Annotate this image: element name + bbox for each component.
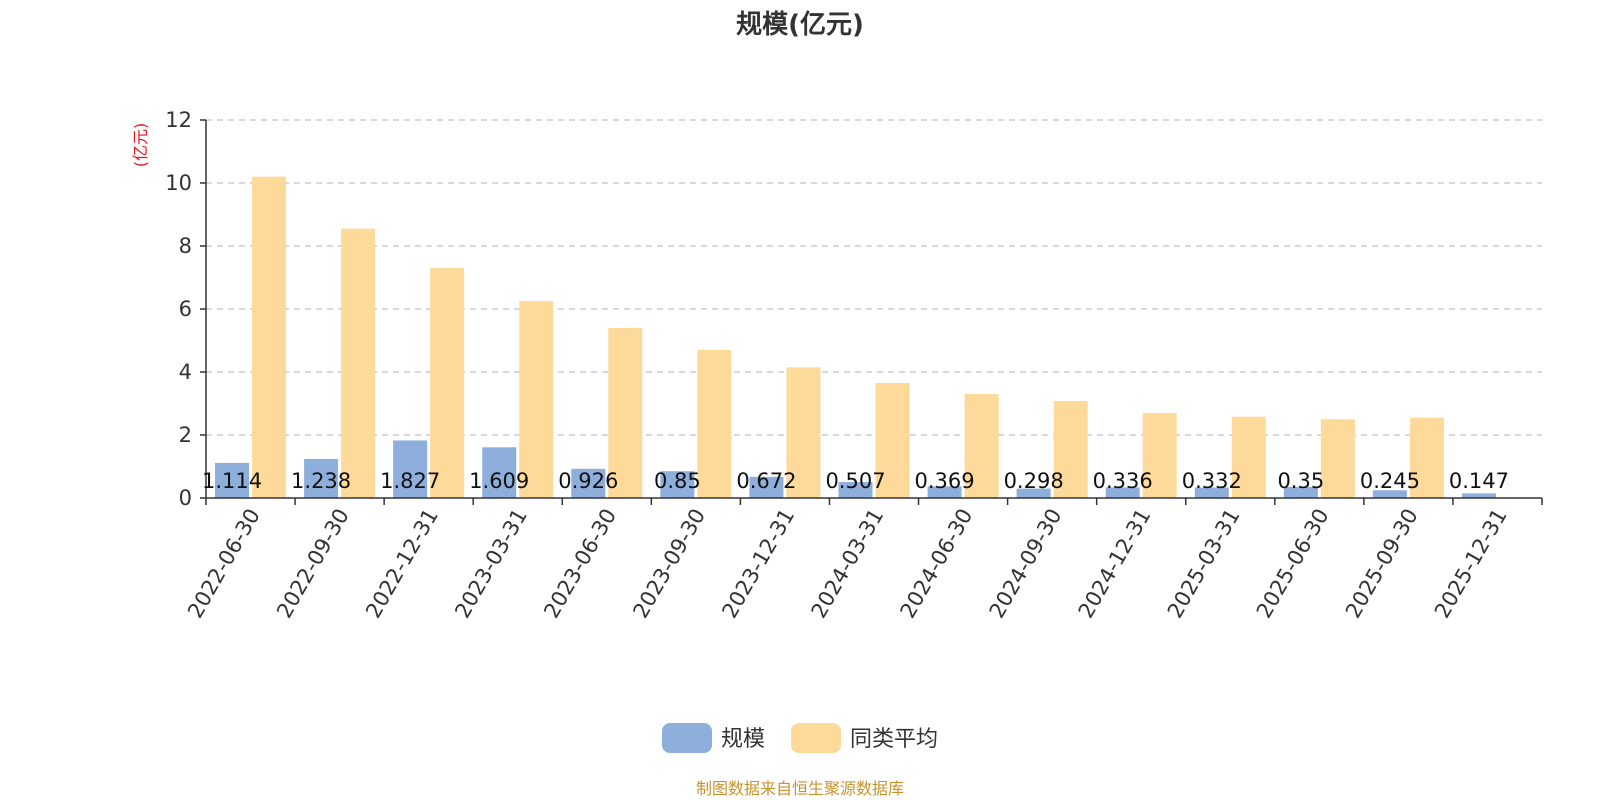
bars <box>215 176 1496 499</box>
data-label: 0.245 <box>1360 469 1420 493</box>
bar-series-2 <box>430 268 465 498</box>
x-tick-label: 2024-09-30 <box>985 505 1067 623</box>
bar-series-2 <box>1053 400 1088 498</box>
legend-label: 同类平均 <box>850 727 938 752</box>
x-tick-label: 2022-06-30 <box>183 505 265 623</box>
x-tick-label: 2024-03-31 <box>807 505 889 623</box>
x-tick-label: 2024-06-30 <box>896 505 978 623</box>
data-label: 0.147 <box>1449 469 1509 493</box>
x-tick-label: 2024-12-31 <box>1074 505 1156 623</box>
bar-series-2 <box>1142 412 1177 498</box>
data-label: 0.85 <box>654 469 701 493</box>
legend-swatch <box>791 723 841 753</box>
x-tick-label: 2023-06-30 <box>539 505 621 623</box>
y-axis-unit-label: (亿元) <box>131 123 150 168</box>
x-tick-label: 2025-03-31 <box>1163 505 1245 623</box>
y-tick-label: 12 <box>165 108 192 132</box>
bar-series-1 <box>749 476 784 498</box>
bar-series-1 <box>838 482 873 498</box>
data-label: 0.35 <box>1277 469 1324 493</box>
data-labels: 1.114 1.238 1.827 1.609 0.926 0.85 0.672 0.507 0… <box>202 469 1509 493</box>
data-label: 0.926 <box>558 469 618 493</box>
data-source-note: 制图数据来自恒生聚源数据库 <box>696 779 904 798</box>
x-tick-label: 2023-09-30 <box>628 505 710 623</box>
bar-series-1 <box>1461 493 1496 498</box>
bar-series-2 <box>1409 417 1444 498</box>
x-tick-label: 2025-06-30 <box>1252 505 1334 623</box>
bar-series-1 <box>215 462 250 498</box>
legend-swatch <box>662 723 712 753</box>
bar-series-2 <box>1320 419 1355 498</box>
y-tick-label: 8 <box>179 234 192 258</box>
data-label: 0.332 <box>1182 469 1242 493</box>
x-tick-label: 2023-03-31 <box>450 505 532 623</box>
bar-series-1 <box>927 486 962 498</box>
bar-series-1 <box>393 440 428 498</box>
bar-series-1 <box>304 459 339 498</box>
data-label: 0.336 <box>1093 469 1153 493</box>
grid-lines <box>200 119 1542 499</box>
data-label: 1.609 <box>469 469 529 493</box>
bar-series-2 <box>1231 416 1266 498</box>
bar-series-2 <box>608 327 643 498</box>
x-tick-label: 2022-12-31 <box>361 504 443 622</box>
bar-series-1 <box>1016 488 1051 498</box>
axes <box>205 120 1543 505</box>
data-label: 1.827 <box>380 469 440 493</box>
bar-series-2 <box>519 301 554 498</box>
y-tick-label: 2 <box>179 423 192 447</box>
legend-label: 规模 <box>721 727 765 752</box>
data-label: 1.238 <box>291 469 351 493</box>
bar-series-1 <box>1194 487 1229 498</box>
bar-series-1 <box>482 447 517 498</box>
bar-series-1 <box>1105 487 1140 498</box>
bar-series-1 <box>1283 486 1318 498</box>
bar-series-1 <box>1372 490 1407 498</box>
x-axis-labels: 2022-06-30 2022-09-30 2022-12-31 2023-03-31… <box>183 504 1512 622</box>
bar-series-2 <box>964 394 999 498</box>
data-label: 0.507 <box>825 469 885 493</box>
y-tick-label: 6 <box>179 297 192 321</box>
chart-title: 规模(亿元) <box>736 10 864 40</box>
bar-series-2 <box>875 383 910 498</box>
y-axis-labels: 0 2 4 6 8 10 12 <box>165 108 192 510</box>
data-label: 0.298 <box>1004 469 1064 493</box>
y-tick-label: 4 <box>179 360 192 384</box>
bar-series-2 <box>697 349 732 498</box>
data-label: 1.114 <box>202 469 262 493</box>
x-tick-label: 2025-12-31 <box>1430 505 1512 623</box>
y-tick-label: 0 <box>179 486 192 510</box>
y-tick-label: 10 <box>165 171 192 195</box>
data-label: 0.369 <box>915 469 975 493</box>
x-tick-label: 2025-09-30 <box>1341 505 1423 623</box>
data-label: 0.672 <box>736 469 796 493</box>
bar-series-1 <box>660 471 695 498</box>
legend: 规模 同类平均 <box>662 723 938 753</box>
bar-series-1 <box>571 468 606 498</box>
x-tick-label: 2022-09-30 <box>272 505 354 623</box>
bar-series-2 <box>786 367 821 498</box>
bar-series-2 <box>341 228 376 499</box>
x-tick-label: 2023-12-31 <box>717 505 799 623</box>
bar-series-2 <box>252 176 287 498</box>
